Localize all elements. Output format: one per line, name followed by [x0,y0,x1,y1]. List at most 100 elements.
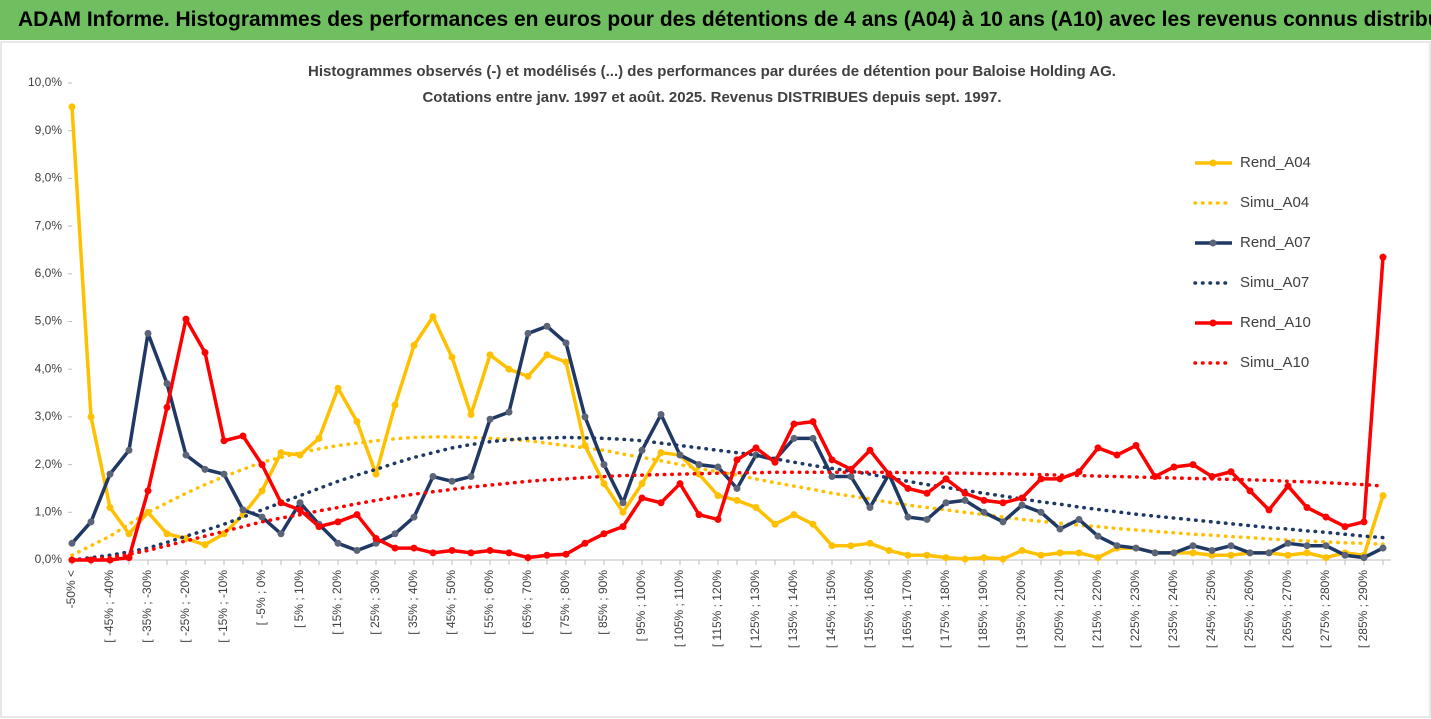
data-point [334,518,342,526]
y-tick-label: 2,0% [35,457,63,471]
data-point [1360,554,1368,562]
data-point [714,515,722,523]
x-tick-label: [ 85% ; 90% [596,570,610,635]
data-point [144,487,152,495]
data-point [467,473,475,481]
data-point [429,313,437,321]
data-point [410,544,418,552]
data-point [600,461,608,469]
data-point [201,465,209,473]
x-tick-label: [ 285% ; 290% [1356,570,1370,648]
y-tick-label: 3,0% [35,409,63,423]
x-tick-label: [ 5% ; 10% [292,570,306,628]
data-point [619,508,627,516]
x-tick-label: [ 65% ; 70% [520,570,534,635]
series-line [70,435,1385,557]
data-point [163,380,171,388]
x-tick-label: [ 35% ; 40% [406,570,420,635]
data-point [201,541,209,549]
data-point [448,477,456,485]
data-point [1322,542,1330,550]
series-line [72,256,1385,562]
legend-marker [1209,159,1217,167]
data-point [201,349,209,357]
data-point [923,489,931,497]
data-point [904,484,912,492]
data-point [1341,523,1349,531]
data-point [220,437,228,445]
data-point [505,365,513,373]
x-tick-label: [ 135% ; 140% [786,570,800,648]
data-point [125,446,133,454]
data-point [1379,544,1387,552]
x-tick-label: [ 165% ; 170% [900,570,914,648]
data-point [1227,468,1235,476]
data-point [1113,451,1121,459]
data-point [676,480,684,488]
data-point [619,523,627,531]
legend-label: Rend_A07 [1240,234,1311,251]
data-point [448,546,456,554]
data-point [581,413,589,421]
data-point [410,513,418,521]
data-point [1284,482,1292,490]
data-point [315,434,323,442]
x-tick-label: [ 245% ; 250% [1204,570,1218,648]
data-point [277,499,285,507]
data-point [1246,487,1254,495]
y-tick-label: 4,0% [35,361,63,375]
data-point [1132,544,1140,552]
data-point [1075,515,1083,523]
legend-label: Simu_A07 [1240,274,1309,291]
x-tick-label: [ 255% ; 260% [1242,570,1256,648]
x-tick-label: [ 205% ; 210% [1052,570,1066,648]
data-point [68,539,76,547]
data-point [353,418,361,426]
data-point [87,518,95,526]
data-point [809,434,817,442]
data-point [638,480,646,488]
data-point [980,508,988,516]
data-point [1151,549,1159,557]
data-point [657,499,665,507]
data-point [486,415,494,423]
data-point [1360,518,1368,526]
data-point [543,351,551,359]
data-point [277,449,285,457]
data-point [144,329,152,337]
chart-subtitle: Cotations entre janv. 1997 et août. 2025… [422,89,1001,106]
data-point [1322,554,1330,562]
data-point [1075,549,1083,557]
data-point [961,489,969,497]
data-point [1037,475,1045,483]
data-point [125,554,133,562]
data-point [1379,492,1387,500]
data-point [809,418,817,426]
x-tick-label: [ 55% ; 60% [482,570,496,635]
data-point [771,458,779,466]
data-point [733,496,741,504]
data-point [1094,554,1102,562]
data-point [239,506,247,514]
data-point [866,504,874,512]
data-point [562,339,570,347]
data-point [619,499,627,507]
data-point [505,408,513,416]
data-point [866,539,874,547]
data-point [733,456,741,464]
data-point [904,513,912,521]
header-title: ADAM Informe. Histogrammes des performan… [0,0,1431,40]
data-point [695,511,703,519]
data-point [372,470,380,478]
data-point [1303,504,1311,512]
data-point [581,539,589,547]
data-point [1379,253,1387,261]
data-point [1189,542,1197,550]
data-point [657,449,665,457]
data-point [220,470,228,478]
data-point [866,446,874,454]
data-point [1075,468,1083,476]
data-point [1056,475,1064,483]
data-point [1170,463,1178,471]
x-tick-label: [ 15% ; 20% [330,570,344,635]
